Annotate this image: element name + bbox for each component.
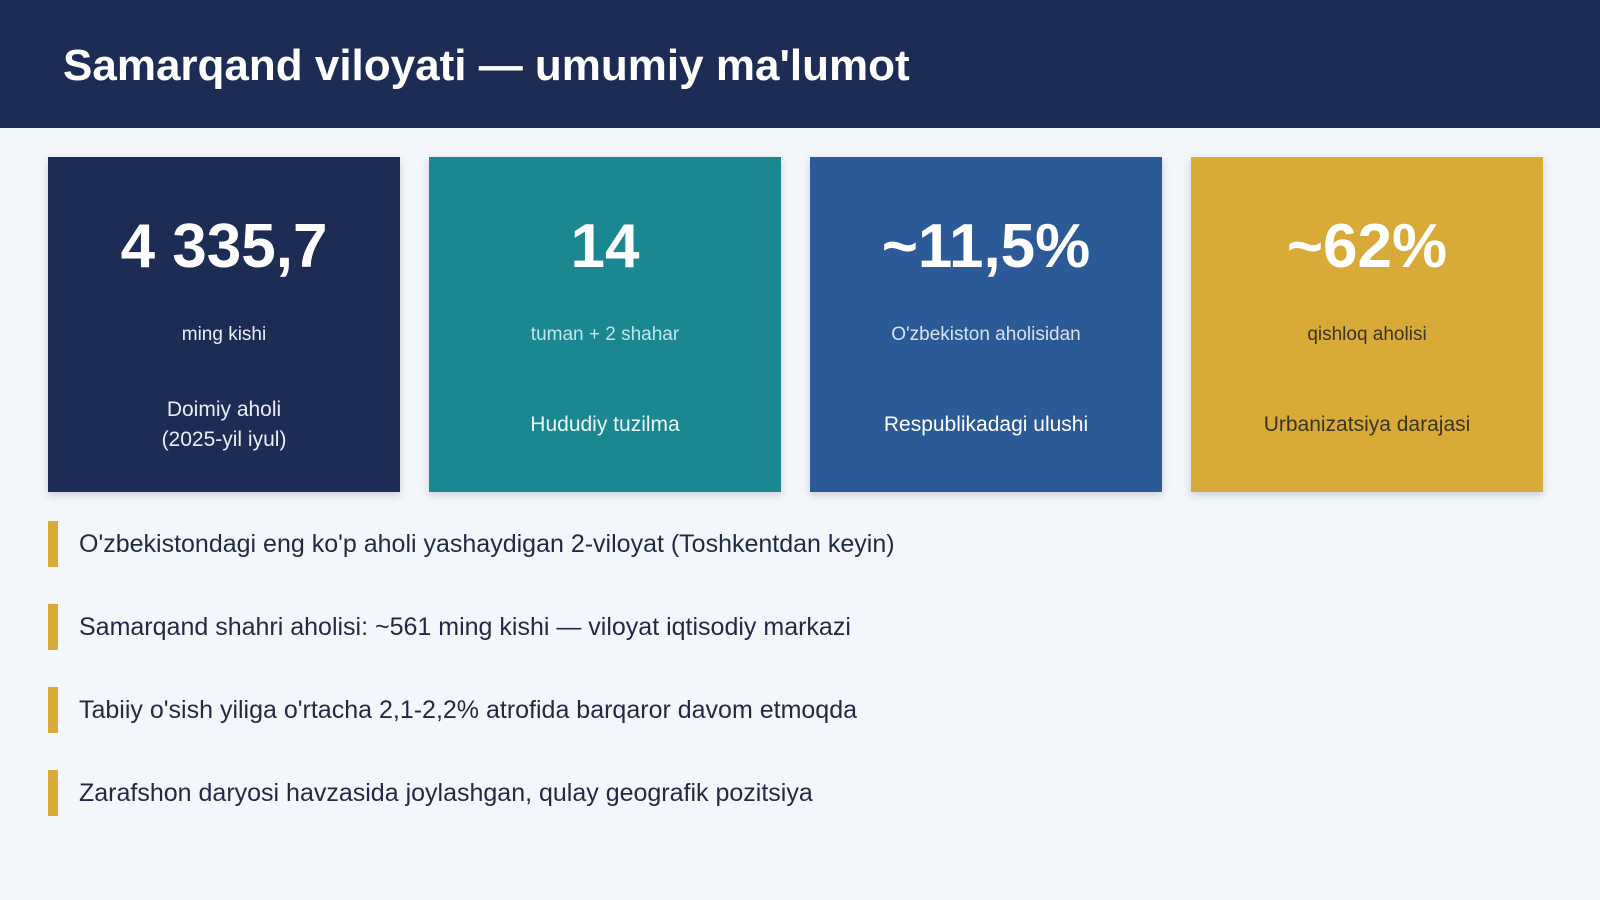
stat-caption: Hududiy tuzilma xyxy=(530,413,680,436)
accent-bar xyxy=(48,687,58,733)
stat-card-population: 4 335,7 ming kishi Doimiy aholi (2025-yi… xyxy=(48,157,400,492)
stat-value: 4 335,7 xyxy=(120,212,328,281)
stat-caption: Doimiy aholi (2025-yil iyul) xyxy=(68,395,380,455)
stat-card-urbanization: ~62% qishloq aholisi Urbanizatsiya daraj… xyxy=(1191,157,1543,492)
accent-bar xyxy=(48,521,58,567)
stat-unit: ming kishi xyxy=(181,324,267,345)
stat-cards: 4 335,7 ming kishi Doimiy aholi (2025-yi… xyxy=(48,157,1543,492)
fact-item: O'zbekistondagi eng ko'p aholi yashaydig… xyxy=(48,521,1542,567)
accent-bar xyxy=(48,604,58,650)
stat-value: ~11,5% xyxy=(881,212,1091,281)
page-header: Samarqand viloyati — umumiy ma'lumot xyxy=(0,0,1600,128)
page-title: Samarqand viloyati — umumiy ma'lumot xyxy=(63,41,910,90)
stat-card-structure: 14 tuman + 2 shahar Hududiy tuzilma xyxy=(429,157,781,492)
stat-caption: Urbanizatsiya darajasi xyxy=(1263,413,1471,436)
stat-unit: tuman + 2 shahar xyxy=(530,324,680,345)
stat-unit: qishloq aholisi xyxy=(1307,324,1427,345)
stat-caption-line: Doimiy aholi xyxy=(166,398,282,421)
fact-item: Samarqand shahri aholisi: ~561 ming kish… xyxy=(48,604,1542,650)
stat-caption: Respublikadagi ulushi xyxy=(883,413,1089,436)
fact-text: Zarafshon daryosi havzasida joylashgan, … xyxy=(79,779,813,807)
fact-text: O'zbekistondagi eng ko'p aholi yashaydig… xyxy=(79,530,895,558)
fact-text: Tabiiy o'sish yiliga o'rtacha 2,1-2,2% a… xyxy=(79,696,858,724)
accent-bar xyxy=(48,770,58,816)
fact-item: Tabiiy o'sish yiliga o'rtacha 2,1-2,2% a… xyxy=(48,687,1542,733)
stat-value: ~62% xyxy=(1286,212,1448,281)
stat-card-share: ~11,5% O'zbekiston aholisidan Respublika… xyxy=(810,157,1162,492)
stat-value: 14 xyxy=(570,212,640,281)
fact-text: Samarqand shahri aholisi: ~561 ming kish… xyxy=(79,613,851,641)
stat-unit: O'zbekiston aholisidan xyxy=(891,324,1081,345)
stat-caption-line: (2025-yil iyul) xyxy=(161,428,287,451)
fact-item: Zarafshon daryosi havzasida joylashgan, … xyxy=(48,770,1542,816)
